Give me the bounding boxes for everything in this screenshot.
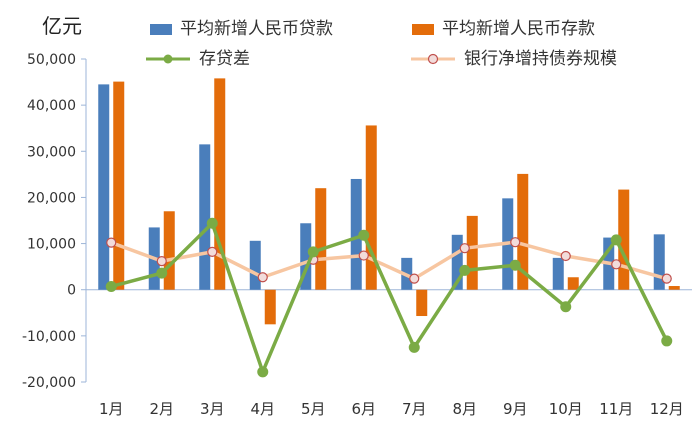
bar-loans <box>249 240 261 290</box>
point-gap <box>307 246 319 258</box>
x-tick-label: 6月 <box>351 400 376 418</box>
bar-loans <box>199 144 211 290</box>
bar-deposits <box>668 286 680 290</box>
bar-deposits <box>315 188 327 290</box>
bar-deposits <box>466 215 478 290</box>
legend-item-deposits: 平均新增人民币存款 <box>412 14 595 39</box>
bar-deposits <box>163 211 175 290</box>
point-bonds <box>459 243 470 254</box>
point-bonds <box>106 237 117 248</box>
x-tick-label: 2月 <box>149 400 174 418</box>
x-tick-label: 4月 <box>250 400 275 418</box>
point-bonds <box>409 273 420 284</box>
point-bonds <box>510 237 521 248</box>
bar-loans <box>300 223 312 290</box>
point-gap <box>206 217 218 229</box>
point-gap <box>459 264 471 276</box>
point-bonds <box>661 273 672 284</box>
point-gap <box>156 267 168 279</box>
x-tick-label: 8月 <box>452 400 477 418</box>
legend-item-gap: 存贷差 <box>145 44 250 69</box>
x-tick-label: 5月 <box>301 400 326 418</box>
bar-deposits <box>214 78 226 290</box>
line-gap <box>110 221 669 374</box>
line-bonds <box>110 240 668 281</box>
legend-label-deposits: 平均新增人民币存款 <box>442 19 595 39</box>
bar-deposits <box>264 289 276 325</box>
legend-item-bonds: 银行净增持债券规模 <box>410 44 617 69</box>
bar-loans <box>653 234 665 290</box>
legend-line-swatch-gap <box>146 54 190 64</box>
y-tick-label: 40,000 <box>27 98 76 114</box>
x-tick-label: 1月 <box>99 400 124 418</box>
bar-loans <box>350 178 362 290</box>
x-tick-label: 10月 <box>549 400 583 418</box>
point-bonds <box>358 250 369 261</box>
bar-loans <box>552 257 564 290</box>
y-tick-label: 10,000 <box>27 237 76 253</box>
x-tick-label: 3月 <box>200 400 225 418</box>
x-tick-label: 12月 <box>650 400 684 418</box>
point-gap <box>358 229 370 241</box>
x-tick-label: 11月 <box>599 400 633 418</box>
y-tick-label: 50,000 <box>27 52 76 68</box>
legend-item-loans: 平均新增人民币贷款 <box>150 14 333 39</box>
y-tick-label: -10,000 <box>22 329 76 345</box>
bar-deposits <box>567 277 579 290</box>
y-tick-label: -20,000 <box>22 375 76 391</box>
legend-label-gap: 存贷差 <box>199 49 250 69</box>
point-gap <box>560 301 572 313</box>
bar-deposits <box>365 125 377 290</box>
point-gap <box>257 366 269 378</box>
legend-bar-swatch-loans <box>150 23 172 35</box>
bar-deposits <box>113 81 125 290</box>
bar-deposits <box>517 173 529 290</box>
point-bonds <box>156 256 167 267</box>
x-tick-label: 9月 <box>503 400 528 418</box>
x-tick-label: 7月 <box>402 400 427 418</box>
legend-label-loans: 平均新增人民币贷款 <box>180 19 333 39</box>
y-tick-label: 20,000 <box>27 190 76 206</box>
y-axis-unit-label: 亿元 <box>42 14 82 38</box>
bar-deposits <box>416 289 428 317</box>
bar-loans <box>98 84 110 290</box>
point-bonds <box>560 250 571 262</box>
point-bonds <box>257 272 268 283</box>
y-tick-label: 0 <box>67 283 76 299</box>
point-gap <box>509 259 521 271</box>
bar-loans <box>451 234 463 290</box>
point-gap <box>661 335 673 347</box>
point-bonds <box>611 259 622 270</box>
legend-label-bonds: 银行净增持债券规模 <box>464 49 617 69</box>
legend-bar-swatch-deposits <box>412 23 434 35</box>
y-tick-label: 30,000 <box>27 144 76 160</box>
bar-deposits <box>618 189 630 290</box>
legend-line-swatch-bonds <box>411 53 455 65</box>
point-gap <box>408 341 420 353</box>
point-gap <box>105 280 117 292</box>
point-bonds <box>207 246 218 257</box>
point-gap <box>610 234 622 246</box>
